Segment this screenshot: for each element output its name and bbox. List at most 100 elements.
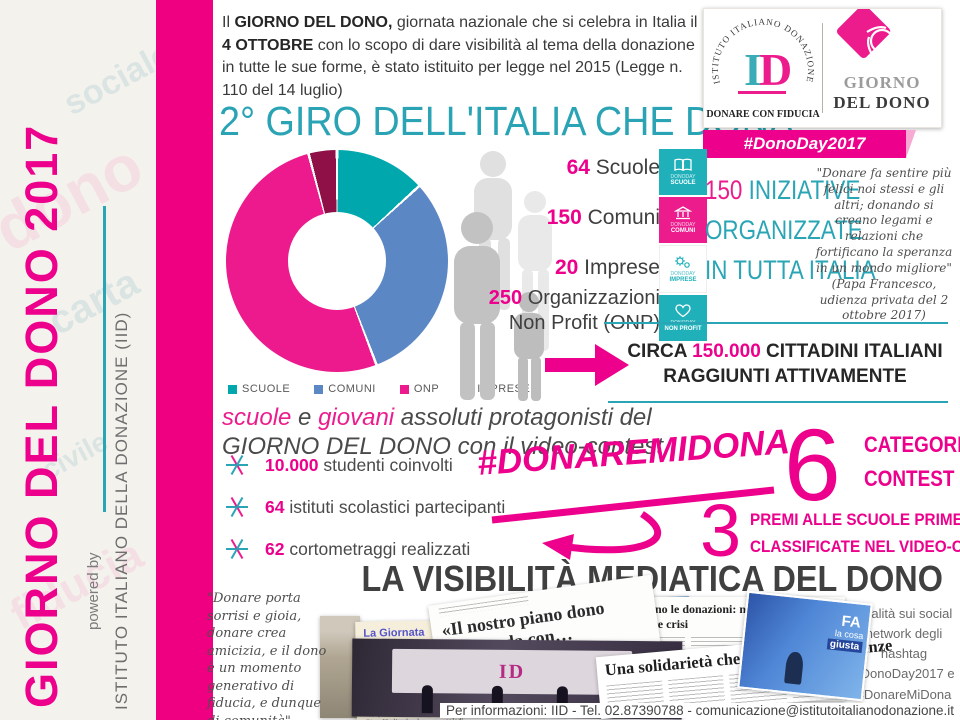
legend-label: ONP	[413, 383, 440, 395]
iid-letter-i: I	[744, 44, 762, 95]
rail-divider-line	[103, 206, 106, 512]
bullet-istituti: 64 istituti scolastici partecipanti	[224, 494, 505, 520]
tile-small-label: DONODAY	[670, 271, 696, 277]
tile-label: NON PROFIT	[664, 326, 702, 332]
asterisk-icon	[226, 454, 248, 476]
quote-text: "Donare porta sorrisi e gioia, donare cr…	[207, 591, 327, 720]
bullet-text: 64 istituti scolastici partecipanti	[265, 497, 505, 518]
intro-paragraph: Il GIORNO DEL DONO, giornata nazionale c…	[222, 12, 702, 103]
giorno-del-dono-diamond-icon	[836, 4, 898, 59]
social-virality-note: Viralità sui social network degli hashta…	[853, 606, 955, 702]
stat-value: 150	[546, 206, 582, 229]
section-heading-giro: 2° GIRO DELL'ITALIA CHE DONA	[219, 98, 794, 144]
tile-label: IMPRESE	[669, 277, 697, 283]
arrow-right-icon	[545, 344, 630, 386]
people-silhouettes	[454, 151, 552, 401]
initiatives-text: INIZIATIVE	[742, 175, 861, 205]
contest-cat-line1: CATEGORIE	[864, 432, 960, 457]
stat-value: 250	[488, 287, 523, 309]
iid-letter-d: D	[759, 44, 792, 95]
bullet-cortometraggi: 62 cortometraggi realizzati	[224, 536, 470, 562]
intro-bold-date: 4 OTTOBRE	[222, 36, 314, 54]
bullet-label: cortometraggi realizzati	[284, 538, 471, 559]
giorno-del-dono-logo: GIORNO DEL DONO	[823, 4, 941, 127]
protagonists-text: GIORNO DEL DONO	[222, 432, 451, 460]
gdd-logo-line1: GIORNO	[843, 73, 921, 92]
legend-item: SCUOLE	[228, 383, 290, 395]
legend-item: COMUNI	[314, 383, 376, 395]
tile-label: SCUOLE	[670, 180, 696, 186]
stage-person	[421, 685, 433, 714]
contest-categorie: CATEGORIE CONTEST	[864, 428, 960, 496]
asterisk-icon	[226, 496, 248, 518]
poster-title-vertical: GIORNO DEL DONO 2017	[16, 123, 67, 708]
intro-text: Il	[222, 14, 235, 31]
bullet-text: 10.000 studenti coinvolti	[265, 455, 453, 476]
teal-rule-top	[604, 322, 948, 324]
bullet-number: 62	[265, 538, 285, 559]
footer-contact: Per informazioni: IID - Tel. 02.87390788…	[440, 703, 954, 718]
stat-value: 20	[554, 256, 579, 279]
protagonists-block: scuole e giovani assoluti protagonisti d…	[222, 404, 663, 462]
iid-logo-graphic: ISTITUTO ITALIANO DONAZIONE I D	[710, 17, 815, 95]
stat-label: Imprese	[578, 256, 660, 279]
reach-text-line2: RAGGIUNTI ATTIVAMENTE	[663, 365, 907, 387]
bullet-text: 62 cortometraggi realizzati	[265, 539, 470, 560]
contest-premi-line2: CLASSIFICATE NEL VIDEO-CONTEST	[750, 537, 960, 556]
intro-text: giornata nazionale che si celebra in Ita…	[392, 14, 698, 31]
logo-divider	[822, 23, 823, 113]
bullet-studenti: 10.000 studenti coinvolti	[224, 452, 453, 478]
tile-small-label: DONODAY	[670, 174, 696, 180]
stat-label: Organizzazioni	[522, 287, 660, 309]
tile-comuni: DONODAY COMUNI	[659, 197, 707, 243]
legend-swatch	[314, 384, 324, 394]
legend-item: ONP	[399, 383, 440, 395]
magenta-side-bar	[156, 0, 213, 720]
contest-number-3: 3	[700, 489, 742, 572]
initiatives-line1: 150 INIZIATIVE	[705, 170, 876, 210]
initiatives-line3: IN TUTTA ITALIA	[705, 255, 876, 285]
tile-label: COMUNI	[670, 228, 696, 234]
town-hall-icon	[674, 206, 692, 220]
donut-chart	[226, 150, 448, 372]
powered-by-label: powered by	[85, 552, 102, 630]
protagonists-scuole: scuole	[222, 404, 292, 431]
contest-premi-line1: PREMI ALLE SCUOLE PRIME	[750, 510, 960, 529]
intro-text: con lo scopo di dare visibilità al tema …	[222, 36, 695, 100]
protagonists-text: con il video-contest	[450, 432, 664, 460]
legend-label: COMUNI	[328, 383, 376, 395]
quote-mattarella: "Donare porta sorrisi e gioia, donare cr…	[207, 590, 337, 720]
teal-rule-bottom	[608, 401, 948, 403]
tile-non-profit: DONODAY NON PROFIT	[659, 295, 707, 341]
quote-attribution: (Papa Francesco, udienza privata del 2 o…	[819, 276, 949, 323]
tile-small-label: DONODAY	[670, 222, 696, 228]
logos-box: ISTITUTO ITALIANO DONAZIONE I D DONARE C…	[703, 4, 942, 128]
gears-icon	[675, 256, 690, 268]
initiatives-line2: ORGANIZZATE	[705, 215, 863, 245]
book-icon	[674, 158, 692, 171]
reach-text: CIRCA	[627, 341, 693, 362]
bullet-number: 10.000	[265, 454, 319, 475]
stat-imprese: 20 Imprese	[470, 256, 660, 280]
protagonists-line2: GIORNO DEL DONO con il video-contest	[222, 433, 663, 462]
quote-text: "Donare fa sentire più felici noi stessi…	[815, 166, 953, 275]
legend-swatch	[228, 384, 237, 394]
initiatives-block: 150 INIZIATIVE ORGANIZZATE IN TUTTA ITAL…	[705, 170, 876, 290]
contest-premi: PREMI ALLE SCUOLE PRIME CLASSIFICATE NEL…	[750, 506, 960, 560]
stage-id-letters: ID	[498, 660, 526, 684]
stat-onp: 250 Organizzazioni Non Profit (ONP)	[440, 286, 660, 336]
asterisk-icon	[226, 538, 248, 560]
intro-bold-giorno: GIORNO DEL DONO,	[234, 14, 393, 31]
tile-imprese: DONODAY IMPRESE	[659, 245, 707, 293]
category-tiles: DONODAY SCUOLE DONODAY COMUNI DONODAY IM…	[659, 149, 707, 343]
quote-papa-francesco: "Donare fa sentire più felici noi stessi…	[813, 166, 955, 324]
protagonists-text: e	[291, 404, 319, 431]
protagonists-line1: scuole e giovani assoluti protagonisti d…	[222, 404, 663, 433]
tile-scuole: DONODAY SCUOLE	[659, 149, 707, 195]
bullet-number: 64	[265, 496, 285, 517]
bullet-label: studenti coinvolti	[318, 454, 453, 475]
donoday-ribbon: #DonoDay2017	[703, 130, 916, 158]
stat-scuole: 64 Scuole	[470, 156, 660, 180]
organization-name-vertical: ISTITUTO ITALIANO DELLA DONAZIONE (IID)	[112, 311, 131, 710]
reach-text: CITTADINI ITALIANI	[760, 341, 943, 362]
